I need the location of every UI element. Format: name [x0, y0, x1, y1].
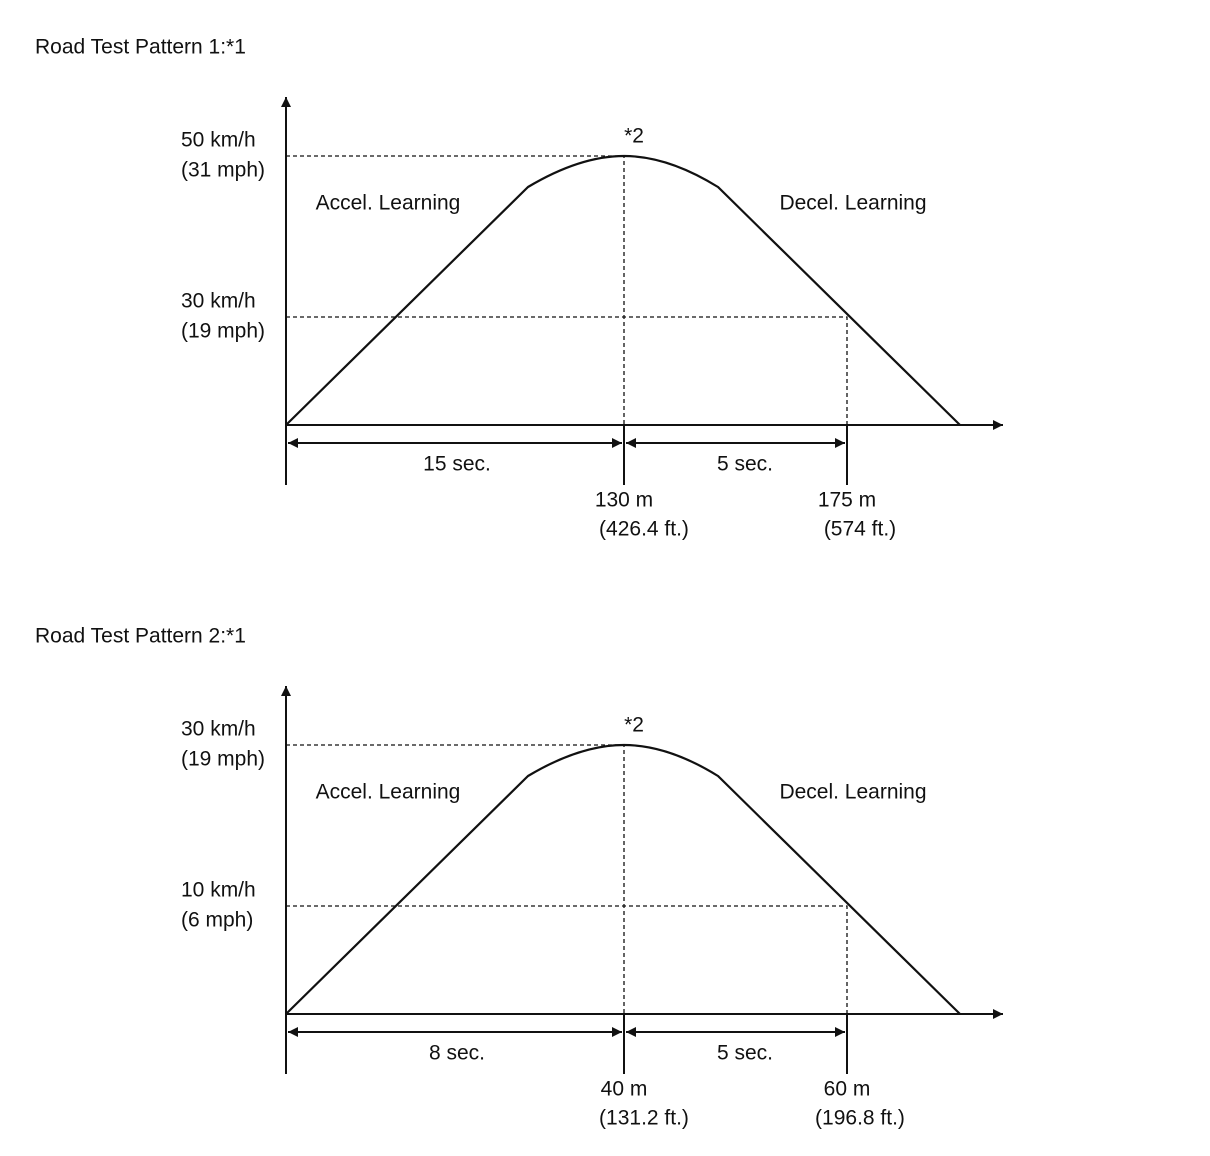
speed-label: (19 mph): [181, 320, 265, 343]
distance-label: (426.4 ft.): [599, 518, 689, 541]
phase-label: Decel. Learning: [779, 192, 926, 215]
distance-label: 175 m: [818, 489, 876, 512]
speed-curve: [285, 154, 961, 426]
distance-label: (574 ft.): [824, 518, 896, 541]
guide-line: [286, 316, 848, 425]
speed-curve: [285, 743, 961, 1015]
panel: Road Test Pattern 1:*1 50 km/h (31 mph) 30 …: [35, 36, 1003, 541]
speed-label: 50 km/h: [181, 129, 256, 152]
phase-label: Decel. Learning: [779, 781, 926, 804]
distance-label: 130 m: [595, 489, 653, 512]
time-label: 8 sec.: [429, 1042, 485, 1065]
panel: Road Test Pattern 2:*1 30 km/h (19 mph) 10 …: [35, 625, 1003, 1130]
panel-title: Road Test Pattern 2:*1: [35, 625, 246, 648]
phase-label: Accel. Learning: [316, 192, 461, 215]
guide-line: [286, 905, 848, 1014]
speed-label: 30 km/h: [181, 718, 256, 741]
speed-label: (31 mph): [181, 159, 265, 182]
distance-label: 60 m: [824, 1078, 871, 1101]
distance-label: 40 m: [601, 1078, 648, 1101]
speed-label: 30 km/h: [181, 290, 256, 313]
speed-label: 10 km/h: [181, 879, 256, 902]
distance-label: (131.2 ft.): [599, 1107, 689, 1130]
distance-label: (196.8 ft.): [815, 1107, 905, 1130]
speed-label: (19 mph): [181, 748, 265, 771]
panel-title: Road Test Pattern 1:*1: [35, 36, 246, 59]
phase-label: Accel. Learning: [316, 781, 461, 804]
speed-label: (6 mph): [181, 909, 253, 932]
time-label: 15 sec.: [423, 453, 491, 476]
time-label: 5 sec.: [717, 1042, 773, 1065]
peak-note: *2: [624, 714, 644, 737]
time-label: 5 sec.: [717, 453, 773, 476]
peak-note: *2: [624, 125, 644, 148]
